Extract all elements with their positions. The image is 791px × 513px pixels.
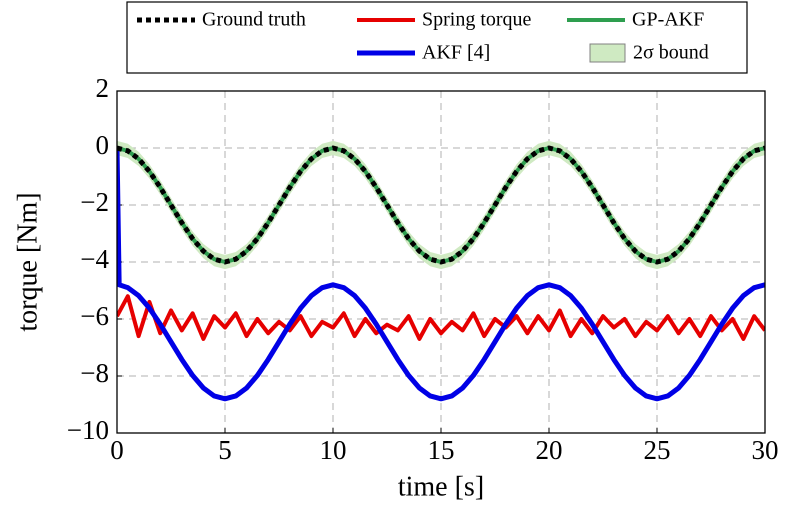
plot-frame	[116, 90, 766, 434]
legend-label: 2σ bound	[633, 42, 709, 64]
x-tick-label: 15	[428, 435, 455, 465]
y-tick-label: −10	[67, 415, 109, 445]
legend-label: Ground truth	[202, 9, 306, 31]
legend-label: Spring torque	[422, 9, 532, 31]
x-tick-label: 20	[536, 435, 563, 465]
x-tick-label: 5	[218, 435, 232, 465]
y-tick-label: −8	[80, 358, 109, 388]
x-tick-label: 25	[644, 435, 671, 465]
series-line	[117, 145, 765, 265]
x-axis-label: time [s]	[398, 471, 484, 502]
y-tick-label: 2	[96, 73, 110, 103]
legend-label: AKF [4]	[422, 42, 490, 64]
y-tick-label: −2	[80, 187, 109, 217]
legend-swatch	[589, 43, 626, 63]
series-line	[117, 147, 765, 402]
series-line	[117, 294, 765, 341]
legend-label: GP-AKF	[632, 9, 704, 31]
legend-box	[126, 1, 748, 74]
y-tick-label: −4	[80, 244, 109, 274]
y-axis-label: torque [Nm]	[12, 192, 43, 331]
x-tick-label: 10	[320, 435, 347, 465]
x-tick-label: 30	[752, 435, 779, 465]
x-tick-label: 0	[110, 435, 124, 465]
y-tick-label: 0	[96, 130, 110, 160]
y-tick-label: −6	[80, 301, 109, 331]
